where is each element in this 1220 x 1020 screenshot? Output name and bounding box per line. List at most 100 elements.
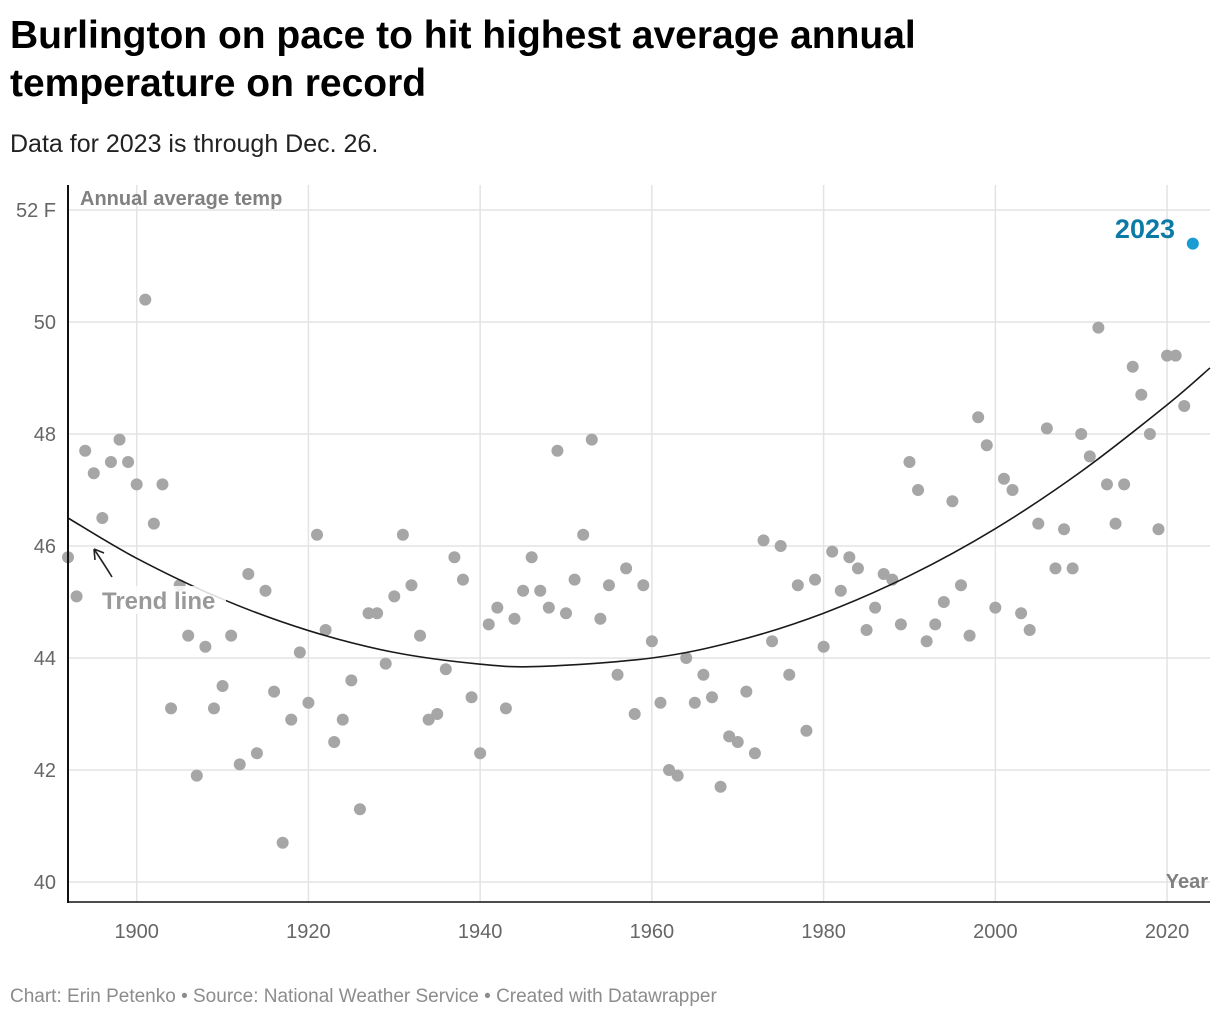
data-point-1982 [834, 584, 847, 597]
data-point-1956 [611, 668, 624, 681]
data-point-1969 [723, 730, 736, 743]
data-point-1919 [293, 646, 306, 659]
y-tick-label: 42 [34, 760, 56, 782]
data-point-1999 [980, 439, 993, 452]
data-point-1968 [714, 780, 727, 793]
data-point-1990 [903, 456, 916, 468]
data-point-1910 [216, 680, 229, 692]
data-points [62, 293, 1191, 849]
data-point-2017 [1135, 388, 1148, 401]
data-point-1958 [628, 708, 641, 720]
data-point-1971 [740, 685, 753, 698]
data-point-1903 [156, 478, 169, 491]
data-point-1975 [774, 540, 787, 552]
data-point-1943 [499, 702, 512, 715]
x-tick-label: 1920 [286, 921, 331, 943]
data-point-1931 [396, 528, 409, 541]
y-tick-label: 52 F [16, 200, 56, 222]
y-tick-label: 46 [34, 536, 56, 558]
data-point-1936 [439, 663, 452, 676]
data-point-1954 [594, 612, 607, 625]
data-point-1923 [328, 736, 341, 748]
data-point-2015 [1118, 478, 1131, 491]
data-point-2022 [1178, 400, 1191, 412]
chart-footer: Chart: Erin Petenko • Source: National W… [10, 986, 717, 1007]
data-point-1929 [379, 657, 392, 670]
data-point-2020 [1161, 349, 1174, 362]
data-point-1979 [809, 573, 822, 586]
data-point-1900 [130, 478, 143, 491]
data-point-1957 [620, 562, 633, 575]
data-point-1897 [104, 456, 117, 468]
trend-label-bg [100, 586, 226, 614]
data-point-1909 [207, 702, 220, 715]
data-point-1962 [663, 764, 676, 776]
x-tick-label: 1900 [114, 921, 159, 943]
data-point-1917 [276, 836, 289, 849]
data-point-1952 [577, 528, 590, 541]
data-point-1921 [311, 528, 324, 541]
data-point-1940 [474, 747, 487, 760]
data-point-1944 [508, 612, 521, 625]
data-point-1976 [783, 668, 796, 681]
data-point-1927 [362, 607, 375, 620]
trend-line [67, 367, 1211, 668]
data-point-1963 [671, 769, 684, 782]
data-point-2014 [1109, 517, 1122, 530]
data-point-1938 [456, 573, 469, 586]
data-point-2000 [989, 601, 1002, 614]
data-point-1953 [585, 433, 598, 446]
data-point-1987 [877, 568, 890, 580]
data-point-1904 [165, 702, 178, 715]
data-point-1926 [353, 803, 366, 816]
data-point-1955 [602, 579, 615, 592]
data-point-1983 [843, 551, 856, 564]
data-point-2016 [1126, 360, 1139, 373]
x-axis-title: Year [1166, 871, 1208, 893]
data-point-1978 [800, 724, 813, 737]
data-point-2008 [1058, 523, 1071, 536]
data-point-1945 [517, 584, 530, 597]
data-point-1972 [748, 747, 761, 760]
data-point-1908 [199, 640, 212, 653]
data-point-1973 [757, 534, 770, 547]
data-point-1961 [654, 696, 667, 709]
highlight-label-2023: 2023 [1115, 214, 1175, 244]
data-point-1980 [817, 640, 830, 653]
data-point-2007 [1049, 562, 1062, 575]
data-point-1914 [250, 747, 263, 760]
data-point-1949 [551, 444, 564, 457]
data-point-1934 [422, 713, 435, 726]
y-tick-label: 40 [34, 872, 56, 894]
gridlines [68, 185, 1210, 902]
data-point-1986 [869, 601, 882, 614]
data-point-1911 [225, 629, 238, 642]
data-point-2003 [1015, 607, 1028, 620]
data-point-1966 [697, 668, 710, 681]
data-point-1935 [431, 708, 444, 720]
x-tick-label: 1940 [458, 921, 503, 943]
data-point-1930 [388, 590, 401, 603]
data-point-2010 [1075, 428, 1088, 440]
data-point-1898 [113, 433, 126, 446]
data-point-1942 [491, 601, 504, 614]
data-point-1994 [937, 596, 950, 608]
data-point-2009 [1066, 562, 1079, 575]
data-point-1939 [465, 691, 478, 704]
data-point-2013 [1100, 478, 1113, 491]
data-point-1915 [259, 584, 272, 597]
data-point-1981 [826, 545, 839, 558]
data-point-1925 [345, 674, 358, 687]
data-point-1932 [405, 579, 418, 592]
chart-title: Burlington on pace to hit highest averag… [10, 14, 916, 105]
data-point-1922 [319, 624, 332, 636]
data-point-2018 [1143, 428, 1156, 440]
data-point-1998 [972, 411, 985, 424]
data-point-1933 [414, 629, 427, 642]
trend-arrow-icon [93, 548, 113, 578]
data-point-1967 [705, 691, 718, 704]
data-point-2006 [1040, 422, 1053, 435]
data-point-1964 [680, 652, 693, 664]
data-point-1965 [688, 696, 701, 709]
y-tick-label: 48 [34, 424, 56, 446]
